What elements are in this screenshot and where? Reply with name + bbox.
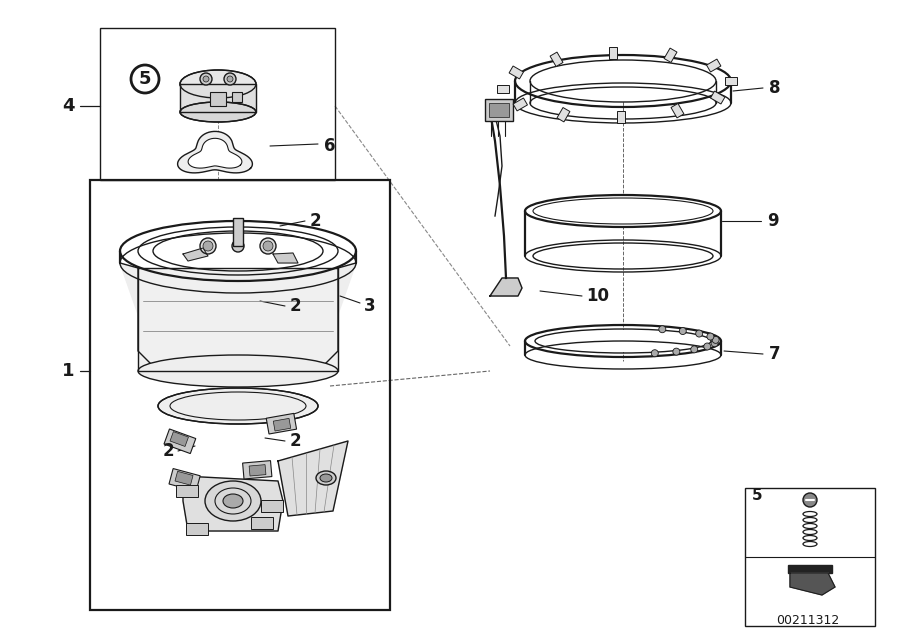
Bar xyxy=(710,91,724,104)
Text: 2: 2 xyxy=(289,297,301,315)
Text: 2: 2 xyxy=(310,212,320,230)
Circle shape xyxy=(263,241,273,251)
Circle shape xyxy=(673,348,680,355)
Bar xyxy=(90,180,390,610)
Text: 4: 4 xyxy=(62,97,74,115)
Circle shape xyxy=(696,330,703,337)
Bar xyxy=(186,523,208,535)
Polygon shape xyxy=(180,84,256,112)
Circle shape xyxy=(227,76,233,82)
Text: 2: 2 xyxy=(162,442,174,460)
Ellipse shape xyxy=(180,102,256,122)
Bar xyxy=(557,107,570,122)
Polygon shape xyxy=(138,268,338,371)
Circle shape xyxy=(803,493,817,507)
Circle shape xyxy=(711,340,718,347)
Circle shape xyxy=(260,238,276,254)
Bar xyxy=(609,47,617,59)
Ellipse shape xyxy=(154,232,322,270)
Polygon shape xyxy=(188,138,242,168)
Polygon shape xyxy=(183,248,208,261)
Text: 10: 10 xyxy=(587,287,609,305)
Text: 7: 7 xyxy=(770,345,781,363)
Circle shape xyxy=(706,333,714,340)
Circle shape xyxy=(652,350,658,357)
Bar xyxy=(176,485,198,497)
Ellipse shape xyxy=(526,196,720,226)
Circle shape xyxy=(712,336,719,343)
Bar xyxy=(243,460,272,479)
Ellipse shape xyxy=(158,388,318,424)
Bar xyxy=(233,218,243,246)
Polygon shape xyxy=(273,253,298,263)
Ellipse shape xyxy=(531,61,715,101)
Ellipse shape xyxy=(205,481,261,521)
Polygon shape xyxy=(318,263,356,371)
Bar xyxy=(550,52,563,67)
Bar xyxy=(249,465,266,476)
Bar xyxy=(100,28,335,180)
Bar xyxy=(251,517,273,529)
Bar xyxy=(489,103,509,117)
Ellipse shape xyxy=(138,355,338,387)
Circle shape xyxy=(200,238,216,254)
Text: 2: 2 xyxy=(289,432,301,450)
Circle shape xyxy=(200,73,212,85)
Bar xyxy=(485,99,513,121)
Bar xyxy=(617,111,625,123)
Circle shape xyxy=(704,343,711,350)
Bar xyxy=(210,92,226,106)
Bar xyxy=(232,92,242,102)
Circle shape xyxy=(659,326,666,333)
Circle shape xyxy=(690,346,698,353)
Ellipse shape xyxy=(316,471,336,485)
Circle shape xyxy=(680,328,687,335)
Text: 00211312: 00211312 xyxy=(777,614,840,628)
Bar xyxy=(274,418,291,431)
Circle shape xyxy=(131,65,159,93)
Text: 3: 3 xyxy=(364,297,376,315)
Bar xyxy=(169,469,200,491)
Bar xyxy=(261,500,283,512)
Text: 8: 8 xyxy=(770,79,781,97)
Bar xyxy=(664,48,677,62)
Circle shape xyxy=(203,76,209,82)
Text: 9: 9 xyxy=(767,212,778,230)
Bar xyxy=(706,59,721,72)
Polygon shape xyxy=(183,476,283,531)
Circle shape xyxy=(232,240,244,252)
Bar xyxy=(513,98,527,111)
Polygon shape xyxy=(177,132,252,173)
Ellipse shape xyxy=(180,70,256,98)
Bar xyxy=(175,471,193,485)
Text: 5: 5 xyxy=(752,488,762,504)
Bar xyxy=(725,77,737,85)
Circle shape xyxy=(224,73,236,85)
Bar xyxy=(509,66,524,79)
Ellipse shape xyxy=(320,474,332,482)
Bar xyxy=(497,85,509,93)
Polygon shape xyxy=(490,278,522,296)
Bar xyxy=(671,104,684,118)
Ellipse shape xyxy=(536,330,710,352)
Text: 5: 5 xyxy=(139,70,151,88)
Polygon shape xyxy=(120,263,158,371)
Polygon shape xyxy=(790,573,835,595)
Polygon shape xyxy=(278,441,348,516)
Bar xyxy=(745,488,875,626)
Polygon shape xyxy=(788,565,832,573)
Circle shape xyxy=(203,241,213,251)
Ellipse shape xyxy=(223,494,243,508)
Bar xyxy=(266,413,297,434)
Text: 1: 1 xyxy=(62,362,74,380)
Text: 6: 6 xyxy=(324,137,336,155)
Bar xyxy=(164,429,196,453)
Bar xyxy=(170,432,188,446)
